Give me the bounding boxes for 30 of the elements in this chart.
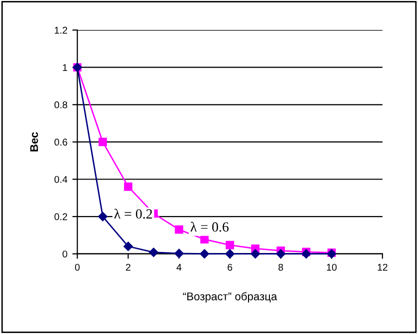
annotation: λ = 0.6 xyxy=(190,222,229,232)
y-tick-label: 1 xyxy=(62,64,68,71)
y-tick-label: 0.8 xyxy=(54,101,68,108)
y-tick-label: 0.6 xyxy=(54,138,68,146)
point xyxy=(148,248,158,257)
point xyxy=(124,242,133,252)
x-tick-label: 8 xyxy=(278,264,284,271)
y-tick-label: 0.4 xyxy=(54,176,68,183)
point xyxy=(98,212,108,222)
x-axis-title: “Возраст” образца xyxy=(183,292,278,303)
y-tick-label: 1.2 xyxy=(54,26,68,34)
point xyxy=(174,225,184,234)
point xyxy=(98,138,107,146)
x-tick-label: 12 xyxy=(378,264,388,271)
x-tick-label: 6 xyxy=(228,264,232,271)
y-tick-label: 0.2 xyxy=(54,213,68,220)
y-tick-label: 0 xyxy=(62,250,68,258)
point xyxy=(250,249,260,258)
point xyxy=(174,248,184,258)
point xyxy=(124,182,132,191)
annotation: λ = 0.2 xyxy=(114,208,152,219)
point xyxy=(225,249,235,258)
x-tick-label: 0 xyxy=(75,264,80,271)
point xyxy=(200,249,210,258)
x-tick-label: 10 xyxy=(326,264,337,271)
y-axis-title: Вес xyxy=(30,132,38,152)
x-tick-label: 2 xyxy=(126,264,130,271)
point xyxy=(226,240,234,250)
x-tick-label: 4 xyxy=(176,264,182,271)
point xyxy=(276,249,286,258)
